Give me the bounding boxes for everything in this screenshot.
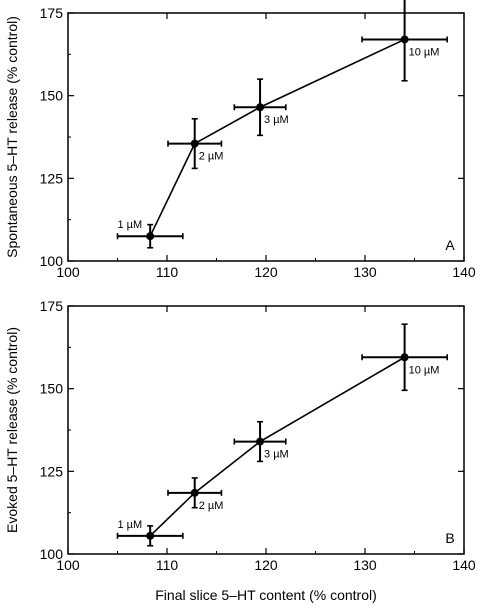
panel-b-ylabel: Evoked 5–HT release (% control) xyxy=(4,327,20,533)
data-point xyxy=(146,232,155,241)
data-point xyxy=(146,531,155,540)
x-tick-label: 100 xyxy=(56,557,80,573)
panel-a-ylabel: Spontaneous 5–HT release (% control) xyxy=(4,16,20,258)
data-point xyxy=(400,353,409,362)
data-point xyxy=(190,488,199,497)
x-tick-label: 120 xyxy=(254,264,278,280)
point-label: 3 µM xyxy=(264,114,289,126)
data-point xyxy=(256,437,265,446)
x-tick-label: 100 xyxy=(56,264,80,280)
data-point xyxy=(256,103,265,112)
x-tick-label: 140 xyxy=(452,264,476,280)
y-tick-label: 100 xyxy=(40,253,64,269)
point-label: 3 µM xyxy=(264,449,289,461)
point-label: 2 µM xyxy=(199,151,224,163)
point-label: 2 µM xyxy=(199,500,224,512)
y-tick-label: 125 xyxy=(40,463,64,479)
x-tick-label: 120 xyxy=(254,557,278,573)
panel-b: Evoked 5–HT release (% control) B 100 110… xyxy=(4,298,476,573)
x-tick-label: 110 xyxy=(156,557,179,573)
series-line xyxy=(149,356,406,537)
x-tick-label: 140 xyxy=(452,557,476,573)
panel-a-letter: A xyxy=(445,237,455,253)
series-line xyxy=(149,38,405,237)
data-point xyxy=(400,35,409,44)
point-label: 10 µM xyxy=(409,364,440,376)
y-tick-label: 100 xyxy=(40,546,64,562)
data-point xyxy=(190,139,199,148)
y-tick-label: 150 xyxy=(40,381,64,397)
panel-a: Spontaneous 5–HT release (% control) A 1… xyxy=(4,0,476,280)
point-label: 1 µM xyxy=(117,519,142,531)
panel-b-letter: B xyxy=(445,530,454,546)
x-tick-label: 110 xyxy=(156,264,179,280)
x-tick-label: 130 xyxy=(353,557,377,573)
x-tick-label: 130 xyxy=(353,264,377,280)
point-label: 10 µM xyxy=(409,46,440,58)
y-tick-label: 175 xyxy=(40,298,64,314)
point-label: 1 µM xyxy=(117,219,142,231)
y-tick-label: 150 xyxy=(40,88,64,104)
x-axis-title: Final slice 5–HT content (% control) xyxy=(155,587,377,603)
y-tick-label: 125 xyxy=(40,170,64,186)
y-tick-label: 175 xyxy=(40,5,64,21)
